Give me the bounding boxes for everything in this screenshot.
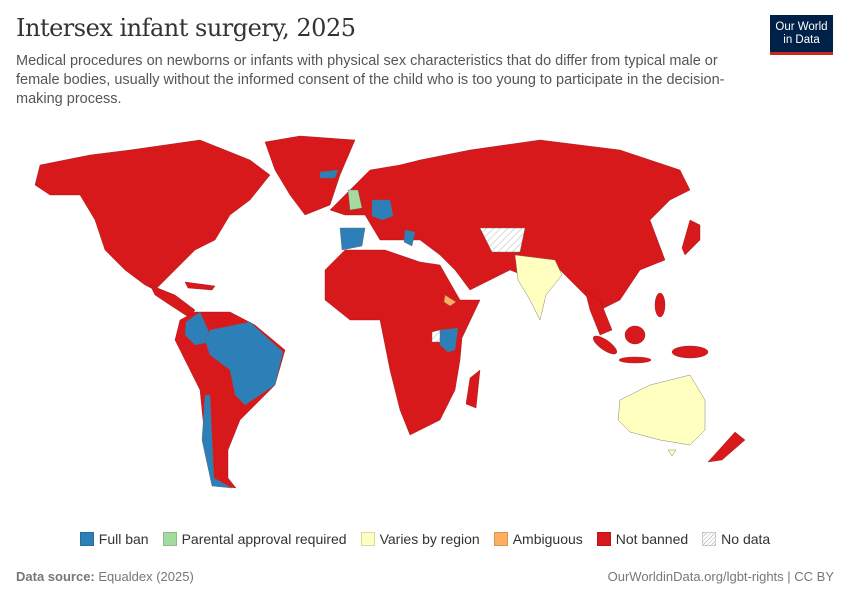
country-iceland[interactable] [319, 169, 339, 179]
region-southeast-asia[interactable] [584, 289, 613, 336]
region-japan[interactable] [681, 219, 701, 256]
region-central-america[interactable] [149, 284, 196, 319]
legend-item-varies[interactable]: Varies by region [360, 531, 480, 547]
source-label: Data source: [16, 569, 95, 584]
country-kenya[interactable] [439, 327, 459, 353]
country-brazil[interactable] [204, 321, 284, 406]
swatch-ambiguous [493, 532, 508, 546]
region-borneo[interactable] [624, 325, 646, 345]
region-java[interactable] [618, 356, 652, 364]
country-chile[interactable] [201, 394, 233, 489]
swatch-varies [360, 532, 375, 546]
region-new-zealand[interactable] [707, 431, 746, 463]
country-india[interactable] [514, 254, 563, 321]
legend-label: Ambiguous [512, 531, 583, 547]
swatch-full-ban [79, 532, 94, 546]
country-tasmania[interactable] [667, 449, 677, 457]
legend-label: No data [721, 531, 771, 547]
country-australia[interactable] [617, 374, 706, 446]
region-new-guinea[interactable] [671, 345, 709, 359]
region-philippines[interactable] [654, 292, 666, 318]
source-value: Equaldex (2025) [98, 569, 194, 584]
region-caribbean[interactable] [184, 281, 216, 291]
legend-item-parental-approval[interactable]: Parental approval required [162, 531, 347, 547]
logo-line1: Our World [775, 20, 828, 33]
country-greece[interactable] [403, 229, 416, 247]
country-germany[interactable] [371, 199, 394, 221]
legend: Full ban Parental approval required Vari… [0, 531, 850, 547]
legend-item-ambiguous[interactable]: Ambiguous [493, 531, 583, 547]
region-madagascar[interactable] [465, 369, 481, 409]
world-map [34, 135, 746, 489]
region-africa[interactable] [324, 249, 481, 436]
country-eritrea[interactable] [443, 294, 457, 307]
legend-item-no-data[interactable]: No data [702, 531, 770, 547]
legend-label: Not banned [615, 531, 689, 547]
owid-logo[interactable]: Our World in Data [770, 15, 833, 55]
swatch-no-data [702, 532, 717, 546]
swatch-not-banned [596, 532, 611, 546]
region-sumatra[interactable] [591, 333, 620, 357]
region-greenland[interactable] [264, 135, 356, 216]
region-no-data-central-asia[interactable] [479, 227, 526, 253]
country-uk[interactable] [347, 189, 363, 211]
logo-line2: in Data [783, 33, 820, 46]
subtitle: Medical procedures on newborns or infant… [16, 53, 725, 107]
footer-link[interactable]: OurWorldinData.org/lgbt-rights | CC BY [607, 569, 834, 584]
swatch-parental-approval [162, 532, 177, 546]
legend-item-not-banned[interactable]: Not banned [596, 531, 689, 547]
legend-item-full-ban[interactable]: Full ban [79, 531, 149, 547]
legend-label: Full ban [98, 531, 149, 547]
country-uganda[interactable] [431, 329, 441, 343]
data-source: Data source: Equaldex (2025) [16, 569, 194, 584]
country-iberia[interactable] [339, 227, 366, 251]
page-title: Intersex infant surgery, 2025 [16, 14, 356, 42]
region-north-america[interactable] [34, 139, 271, 291]
legend-label: Parental approval required [181, 531, 347, 547]
legend-label: Varies by region [379, 531, 480, 547]
